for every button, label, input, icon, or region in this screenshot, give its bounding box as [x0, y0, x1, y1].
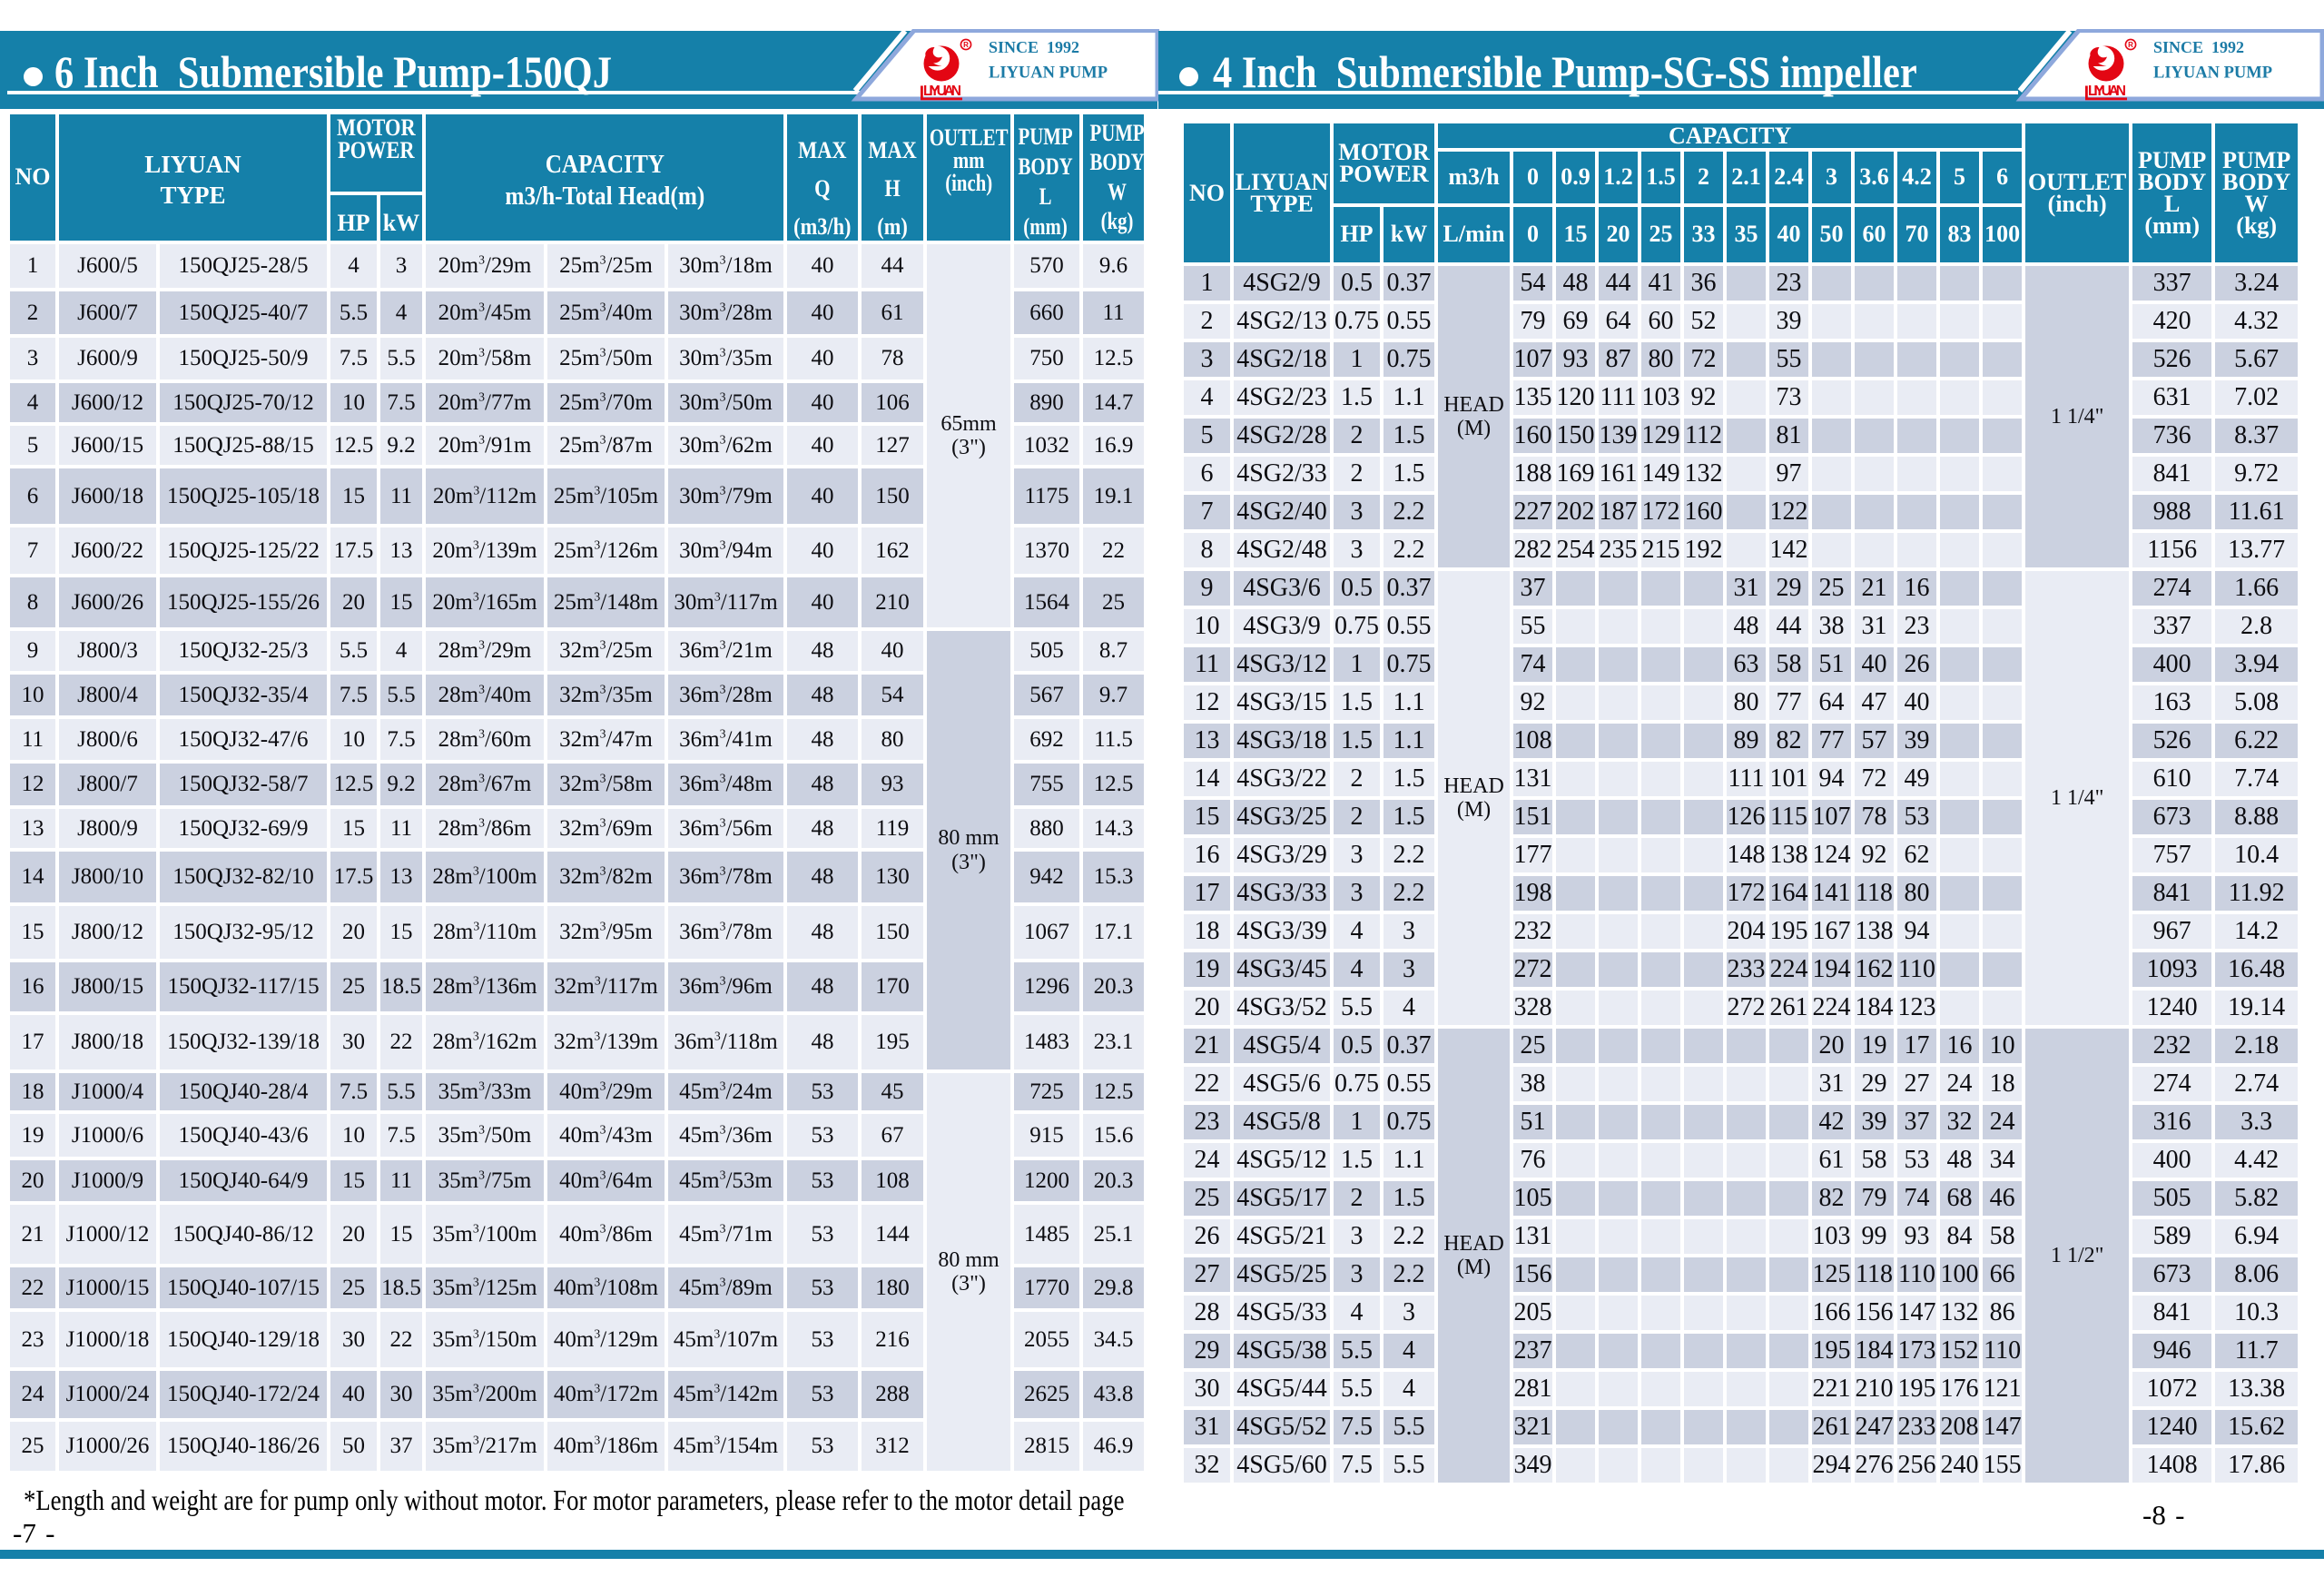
svg-text:SINCE 1992: SINCE 1992 [2153, 38, 2244, 56]
svg-text:SINCE 1992: SINCE 1992 [989, 38, 1079, 56]
svg-text:LIYUAN PUMP: LIYUAN PUMP [989, 64, 1108, 83]
svg-text:LIYUAN: LIYUAN [923, 84, 961, 99]
svg-text:R: R [963, 41, 969, 49]
svg-text:LIYUAN PUMP: LIYUAN PUMP [2153, 64, 2272, 83]
svg-text:R: R [2128, 41, 2133, 49]
svg-text:LIYUAN: LIYUAN [2088, 84, 2126, 99]
